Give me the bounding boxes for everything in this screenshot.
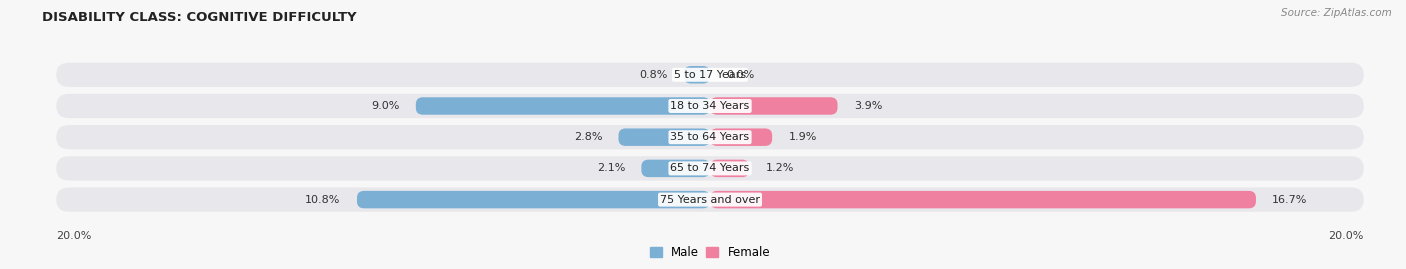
FancyBboxPatch shape <box>619 129 710 146</box>
Text: 10.8%: 10.8% <box>305 194 340 205</box>
FancyBboxPatch shape <box>56 125 1364 149</box>
Text: 35 to 64 Years: 35 to 64 Years <box>671 132 749 142</box>
Text: 0.8%: 0.8% <box>640 70 668 80</box>
Text: DISABILITY CLASS: COGNITIVE DIFFICULTY: DISABILITY CLASS: COGNITIVE DIFFICULTY <box>42 11 357 24</box>
FancyBboxPatch shape <box>710 129 772 146</box>
FancyBboxPatch shape <box>56 63 1364 87</box>
Text: 1.9%: 1.9% <box>789 132 817 142</box>
Text: 5 to 17 Years: 5 to 17 Years <box>673 70 747 80</box>
Text: 20.0%: 20.0% <box>56 231 91 241</box>
Text: Source: ZipAtlas.com: Source: ZipAtlas.com <box>1281 8 1392 18</box>
FancyBboxPatch shape <box>641 160 710 177</box>
FancyBboxPatch shape <box>683 66 710 83</box>
Text: 2.1%: 2.1% <box>596 163 626 174</box>
Text: 75 Years and over: 75 Years and over <box>659 194 761 205</box>
Text: 0.0%: 0.0% <box>727 70 755 80</box>
Text: 20.0%: 20.0% <box>1329 231 1364 241</box>
Text: 2.8%: 2.8% <box>574 132 602 142</box>
FancyBboxPatch shape <box>56 156 1364 180</box>
Text: 9.0%: 9.0% <box>371 101 399 111</box>
FancyBboxPatch shape <box>56 94 1364 118</box>
FancyBboxPatch shape <box>710 97 838 115</box>
FancyBboxPatch shape <box>56 187 1364 212</box>
Text: 1.2%: 1.2% <box>766 163 794 174</box>
Text: 65 to 74 Years: 65 to 74 Years <box>671 163 749 174</box>
FancyBboxPatch shape <box>710 191 1256 208</box>
Text: 3.9%: 3.9% <box>853 101 882 111</box>
FancyBboxPatch shape <box>416 97 710 115</box>
FancyBboxPatch shape <box>710 160 749 177</box>
Legend: Male, Female: Male, Female <box>645 242 775 264</box>
Text: 16.7%: 16.7% <box>1272 194 1308 205</box>
Text: 18 to 34 Years: 18 to 34 Years <box>671 101 749 111</box>
FancyBboxPatch shape <box>357 191 710 208</box>
